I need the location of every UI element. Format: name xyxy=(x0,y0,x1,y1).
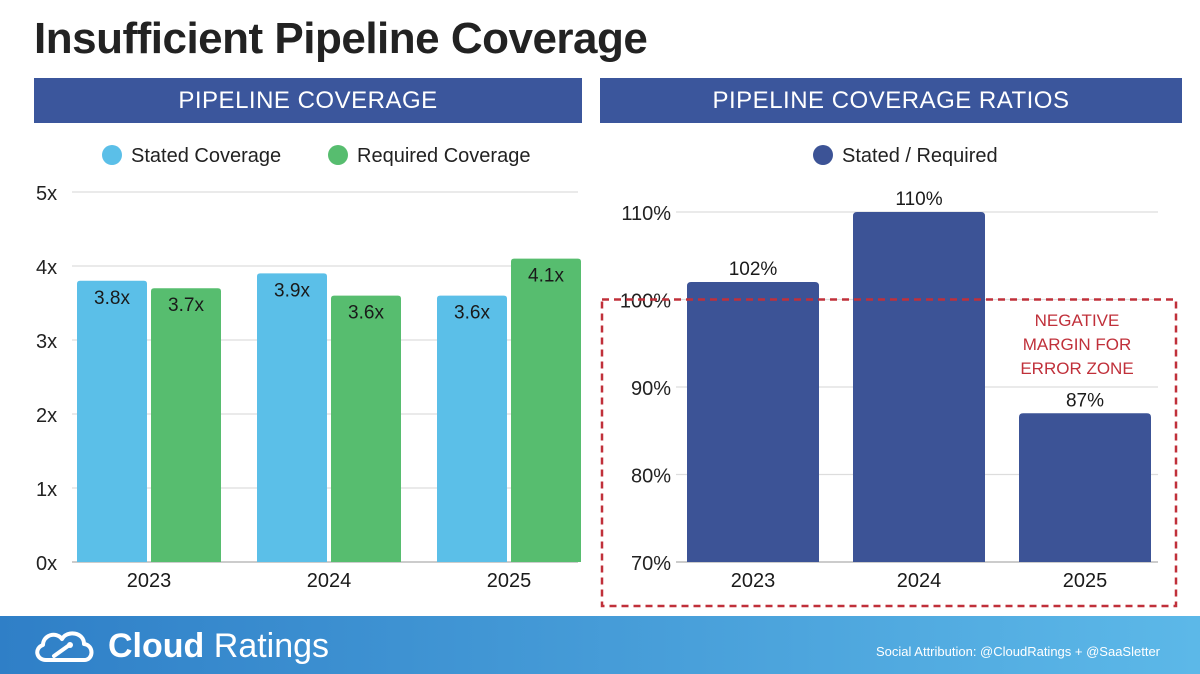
x-tick-label: 2023 xyxy=(731,570,776,592)
x-tick-label: 2024 xyxy=(897,570,942,592)
brand-bold: Cloud xyxy=(108,627,205,665)
brand-light: Ratings xyxy=(204,627,330,665)
legend-marker xyxy=(102,145,122,165)
right-chart-header: PIPELINE COVERAGE RATIOS xyxy=(600,78,1182,123)
ratio-bar xyxy=(687,282,819,562)
legend-label: Stated Coverage xyxy=(131,145,281,167)
legend-marker xyxy=(328,145,348,165)
pipeline-coverage-chart: Stated Coverage Required Coverage 0x 1x 2x 3x… xyxy=(36,145,581,592)
y-tick-label: 0x xyxy=(36,553,57,575)
y-tick-label: 5x xyxy=(36,183,57,205)
bar-value-label: 3.6x xyxy=(454,303,490,324)
legend-label: Required Coverage xyxy=(357,145,530,167)
coverage-bar xyxy=(331,295,401,562)
zone-annotation-line: ERROR ZONE xyxy=(1020,359,1133,378)
bar-value-label: 110% xyxy=(895,189,942,210)
page-title: Insufficient Pipeline Coverage xyxy=(34,14,648,63)
coverage-bar xyxy=(151,288,221,562)
footer-background xyxy=(0,616,1200,674)
y-tick-label: 90% xyxy=(631,378,671,400)
coverage-bar xyxy=(437,295,507,562)
cloud-logo-icon xyxy=(35,631,94,662)
y-tick-label: 1x xyxy=(36,479,57,501)
bar-value-label: 3.7x xyxy=(168,295,204,316)
ratio-bar xyxy=(1019,413,1151,562)
footer-banner: Cloud Ratings Social Attribution: @Cloud… xyxy=(0,616,1200,674)
bar-value-label: 4.1x xyxy=(528,266,564,287)
bar-value-label: 3.8x xyxy=(94,288,130,309)
x-tick-label: 2025 xyxy=(487,570,532,592)
y-tick-label: 3x xyxy=(36,331,57,353)
zone-annotation-line: MARGIN FOR xyxy=(1023,335,1132,354)
brand-name: Cloud Ratings xyxy=(108,627,329,666)
y-tick-label: 70% xyxy=(631,553,671,575)
legend-label: Stated / Required xyxy=(842,145,998,167)
x-tick-label: 2025 xyxy=(1063,570,1108,592)
zone-annotation-line: NEGATIVE xyxy=(1035,311,1120,330)
y-tick-label: 80% xyxy=(631,466,671,488)
negative-margin-zone xyxy=(600,298,1178,608)
coverage-bar xyxy=(511,258,581,562)
bar-value-label: 87% xyxy=(1066,390,1104,411)
x-tick-label: 2023 xyxy=(127,570,172,592)
coverage-bar xyxy=(77,280,147,562)
y-tick-label: 4x xyxy=(36,257,57,279)
y-tick-label: 100% xyxy=(620,291,671,313)
bar-value-label: 102% xyxy=(729,259,778,280)
ratio-bar xyxy=(853,212,985,562)
left-chart-header: PIPELINE COVERAGE xyxy=(34,78,582,123)
coverage-ratios-chart: Stated / Required 70% 80% 90% 100% 110% 102% 20… xyxy=(600,145,1178,608)
social-attribution: Social Attribution: @CloudRatings + @Saa… xyxy=(875,644,1160,659)
coverage-bar xyxy=(257,273,327,562)
bar-value-label: 3.6x xyxy=(348,303,384,324)
bar-value-label: 3.9x xyxy=(274,280,310,301)
y-tick-label: 2x xyxy=(36,405,57,427)
legend-marker xyxy=(813,145,833,165)
x-tick-label: 2024 xyxy=(307,570,352,592)
y-tick-label: 110% xyxy=(621,203,671,225)
